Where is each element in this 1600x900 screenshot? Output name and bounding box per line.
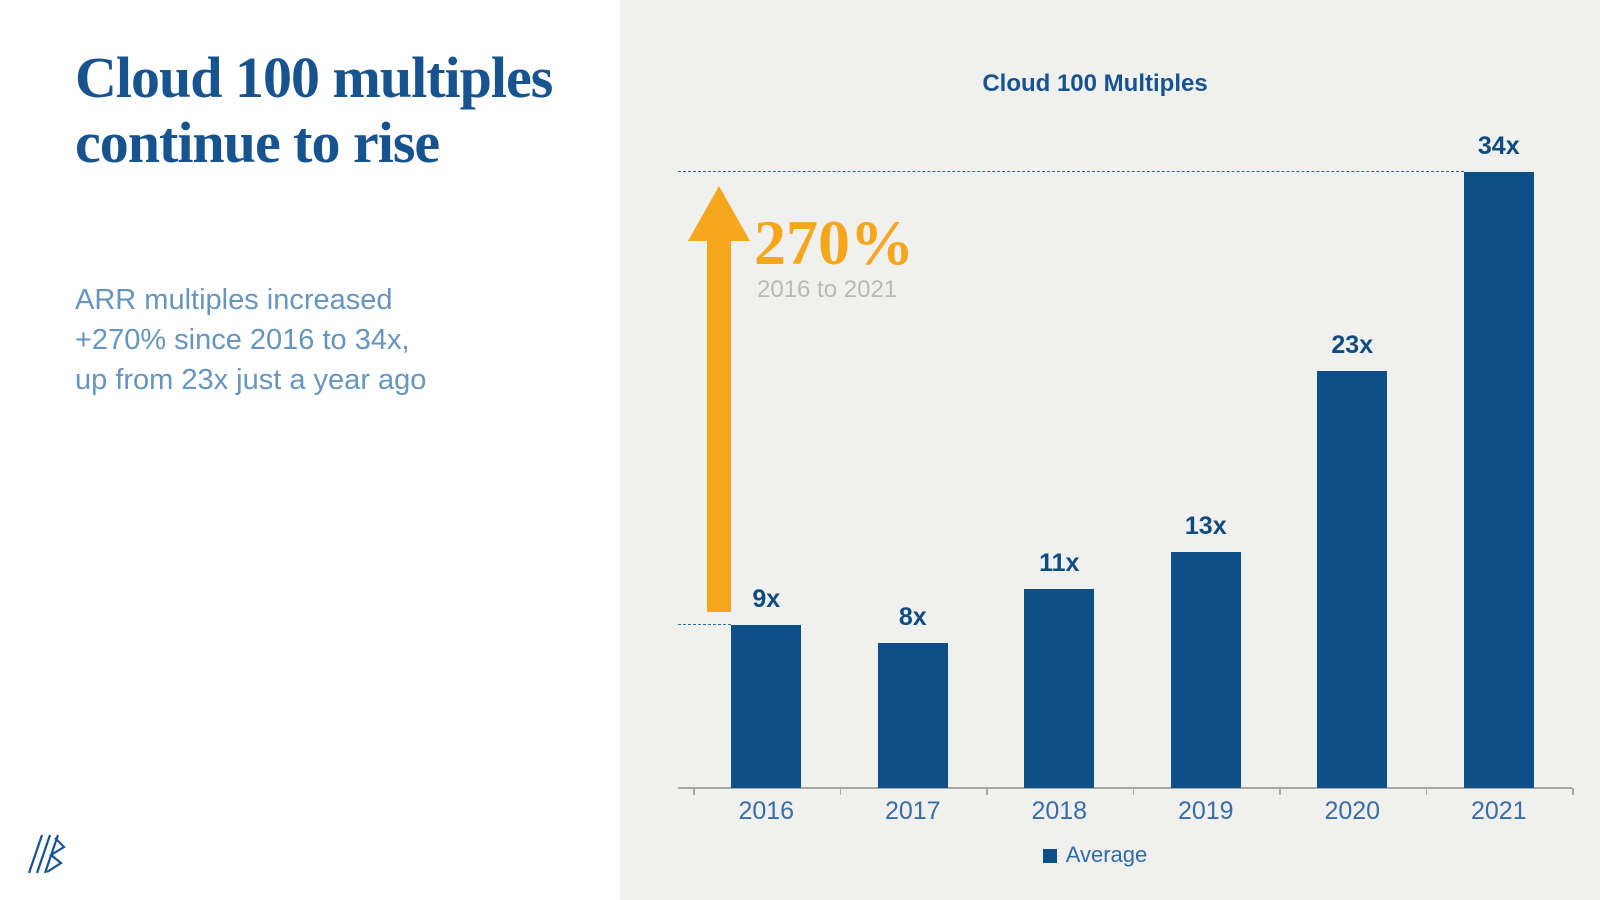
subtitle-line-3: up from 23x just a year ago	[75, 364, 427, 397]
chart-bar	[731, 624, 802, 788]
x-axis-label: 2019	[1177, 797, 1234, 825]
bar-value-label: 34x	[1477, 132, 1520, 160]
chart-legend: Average	[648, 842, 1542, 868]
chart-title: Cloud 100 Multiples	[982, 70, 1208, 97]
x-axis-tick	[1132, 788, 1134, 795]
x-axis-label: 2016	[738, 797, 795, 825]
bar-value-label: 11x	[1039, 548, 1080, 577]
x-axis-tick	[986, 788, 988, 795]
x-axis-tick	[1279, 788, 1281, 795]
x-axis-label: 2020	[1324, 797, 1381, 825]
page-title-line-1: Cloud 100 multiples	[75, 45, 553, 110]
x-axis	[678, 787, 1572, 789]
bar-value-label: 23x	[1331, 331, 1374, 360]
chart-bar	[877, 643, 948, 788]
growth-period: 2016 to 2021	[757, 276, 898, 303]
growth-percent: 270%	[754, 207, 914, 278]
chart-bar	[1024, 588, 1095, 788]
brand-logo-icon	[24, 826, 66, 881]
page-title-line-2: continue to rise	[75, 109, 440, 175]
right-panel: Cloud 100 Multiples 270% 2016 to 2021 9x…	[620, 0, 1600, 900]
left-panel: Cloud 100 multiples continue to rise ARR…	[0, 0, 620, 900]
x-axis-tick	[1572, 788, 1574, 795]
reference-line	[678, 171, 1464, 172]
growth-arrow-icon	[688, 186, 750, 617]
subtitle-line-2: +270% since 2016 to 34x,	[75, 324, 410, 357]
subtitle: ARR multiples increased +270% since 2016…	[75, 280, 545, 400]
page-title: Cloud 100 multiples continue to rise	[75, 45, 595, 176]
subtitle-line-1: ARR multiples increased	[75, 284, 393, 316]
x-axis-tick	[839, 788, 841, 795]
bar-value-label: 9x	[752, 584, 781, 613]
chart-bar	[1170, 552, 1241, 788]
chart-bar	[1317, 371, 1388, 788]
bar-value-label: 13x	[1184, 512, 1227, 541]
legend-swatch	[1042, 849, 1057, 863]
reference-line	[678, 623, 732, 625]
x-axis-label: 2021	[1470, 797, 1527, 825]
bar-value-label: 8x	[898, 603, 927, 632]
chart-bar	[1463, 172, 1534, 788]
x-axis-label: 2018	[1031, 797, 1088, 825]
legend-label: Average	[1065, 842, 1148, 867]
x-axis-tick	[693, 788, 695, 795]
x-axis-label: 2017	[884, 797, 941, 825]
x-axis-tick	[1425, 788, 1427, 795]
